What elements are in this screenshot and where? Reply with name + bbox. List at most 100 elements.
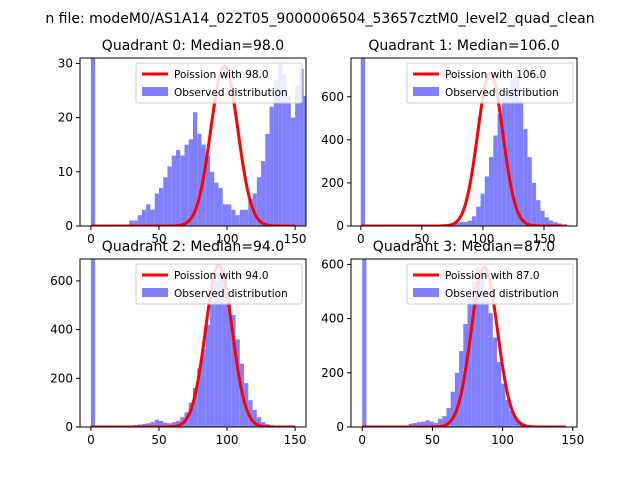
quadrant-2-bar [218,266,223,427]
quadrant-1-bar [536,200,541,226]
quadrant-3-bar [488,313,493,427]
quadrant-3-panel: 0 50 100 150 0 200 400 600 Quadrant 3: Median=87… [321,239,584,447]
quadrant-0-bar [312,91,316,226]
quadrant-0-legend-line-label: Poission with 98.0 [174,69,269,81]
quadrant-0-bar [205,155,211,226]
quadrant-0-bar [256,177,262,226]
quadrant-0-bar [184,144,189,226]
quadrant-0-bar [244,209,249,226]
quadrant-3-legend-bar-swatch [413,288,439,297]
quadrant-0-bar [188,139,193,226]
quadrant-1-bar [480,193,485,226]
quadrant-2-bar [171,422,176,427]
quadrant-2-fit-line [90,263,296,427]
quadrant-0-bar [133,220,138,226]
quadrant-1-bar [476,206,481,226]
quadrant-0-bar [278,63,283,226]
quadrant-2-bar [201,349,206,427]
quadrant-2-bar [261,422,266,427]
quadrant-2-bar [248,400,253,427]
quadrant-0-bar [273,79,279,226]
quadrant-2-legend: Poission with 94.0 Observed distribution [135,263,303,305]
quadrant-0-bar [261,160,266,226]
quadrant-1-bar [497,114,502,226]
quadrant-0-bar [180,155,185,226]
quadrant-2-bar [193,388,198,427]
quadrant-3-legend: Poission with 87.0 Observed distribution [406,263,574,305]
quadrant-2-bar [227,290,232,427]
quadrant-0-axes-frame [79,57,307,227]
quadrant-1-bar [467,220,472,226]
quadrant-0-bar [218,188,223,226]
quadrant-0-bar [308,112,312,226]
quadrant-3-bar [505,399,510,427]
quadrant-2-bar [252,409,257,427]
quadrant-2-bar [222,276,228,427]
quadrant-0-xtick-label: 0 [87,232,95,246]
quadrant-3-bar [412,422,417,427]
quadrant-1-bar [506,88,511,226]
quadrant-3-ytick-label: 600 [321,257,344,271]
quadrant-1-bar [489,157,494,226]
quadrant-2-xtick-label: 150 [284,433,307,447]
quadrant-0-bar [129,220,134,226]
quadrant-0-bar [269,106,274,226]
quadrant-2-bar [163,422,168,427]
quadrant-0-bar [154,193,159,226]
quadrant-0-plot-area [90,58,350,226]
quadrant-3-bar [425,420,430,427]
quadrant-3-xtick-label: 150 [561,433,584,447]
quadrant-0-legend-bar-swatch [142,87,168,96]
quadrant-0-bar [227,204,232,226]
quadrant-1-bar [548,220,554,226]
quadrant-0-bar [167,166,172,226]
quadrant-2-xtick-label: 50 [151,433,166,447]
quadrant-0-ytick-label: 0 [65,219,73,233]
quadrant-0-bar [222,204,228,226]
quadrant-2-bar [210,300,215,427]
quadrant-1-legend: Poission with 106.0 Observed distribution [406,62,574,104]
quadrant-3-bar [408,423,413,427]
quadrant-3-bar [429,421,434,427]
quadrant-2-title: Quadrant 2: Median=94.0 [102,239,284,255]
quadrant-0-bar [201,144,206,226]
quadrant-2-ytick-label: 600 [50,274,73,288]
quadrant-2-bar [167,423,172,427]
quadrant-3-axes-frame [350,258,578,428]
quadrant-2-ytick-label: 0 [65,420,73,434]
quadrant-3-bar [454,372,460,427]
quadrant-1-bar [514,75,519,226]
quadrant-2-bar [175,420,181,427]
quadrant-1-bar [459,221,464,226]
quadrant-1-bar [493,135,498,226]
quadrant-0-bar [286,95,291,226]
quadrant-1-legend-box [406,62,574,104]
quadrant-2-panel: 0 50 100 150 0 200 400 600 Quadrant 2: Median=94… [50,239,306,447]
quadrant-1-xtick-label: 50 [414,232,429,246]
quadrant-0-bar [290,117,296,226]
quadrant-1-bar [518,101,524,226]
quadrant-3-xtick-label: 100 [491,433,514,447]
quadrant-3-bar [501,383,506,427]
quadrant-1-bar [501,96,507,226]
quadrant-3-bar [475,267,481,427]
quadrant-1-bar [531,182,537,226]
quadrant-0-bar [346,215,350,226]
quadrant-0-legend-box [135,62,303,104]
quadrant-0-fit-line [90,64,296,226]
quadrant-1-legend-line-label: Poission with 106.0 [445,69,546,81]
quadrant-3-legend-box [406,263,574,305]
quadrant-0-bar [325,161,329,226]
quadrant-1-legend-bar-swatch [413,87,439,96]
quadrant-1-bar [484,176,490,226]
quadrant-3-bar [446,408,451,427]
quadrant-3-bar [438,418,443,427]
quadrant-1-ytick-label: 0 [336,219,344,233]
quadrant-3-bar [484,291,489,427]
quadrant-3-ytick-label: 200 [321,366,344,380]
quadrant-1-plot-area [360,58,575,226]
quadrant-1-legend-bar-label: Observed distribution [445,87,559,99]
quadrant-0-xtick-label: 50 [151,232,166,246]
quadrant-2-bar [150,422,155,427]
quadrant-3-legend-line-label: Poission with 87.0 [445,270,540,282]
